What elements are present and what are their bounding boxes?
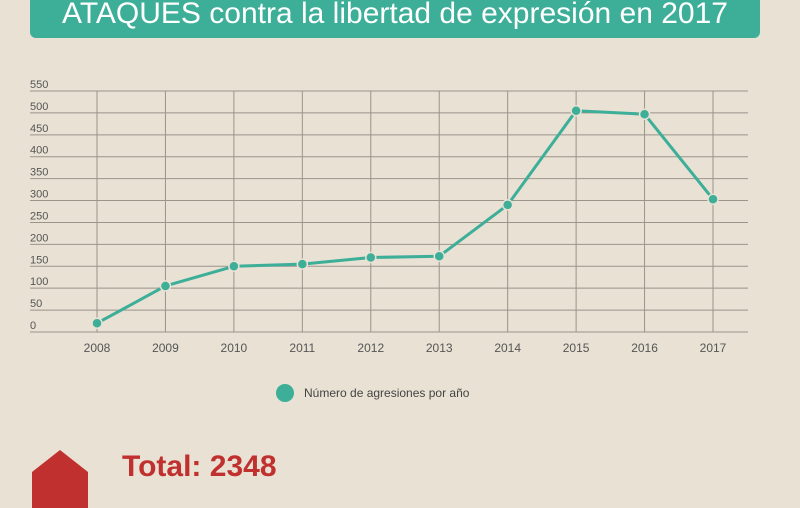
y-tick-label: 200 (30, 232, 48, 244)
y-tick-label: 0 (30, 320, 36, 332)
x-tick-label: 2017 (700, 341, 727, 355)
legend-label: Número de agresiones por año (304, 386, 470, 400)
y-tick-label: 250 (30, 210, 48, 222)
y-tick-label: 350 (30, 167, 48, 179)
title-banner: ATAQUES contra la libertad de expresión … (30, 0, 760, 38)
x-tick-label: 2009 (152, 341, 179, 355)
data-point (433, 250, 445, 262)
data-point (638, 108, 651, 120)
x-tick-label: 2012 (357, 341, 384, 355)
y-tick-label: 400 (30, 145, 48, 157)
x-tick-label: 2016 (631, 341, 658, 355)
line-chart: 0 50 100 150 200 250 300 350 400 450 500 550 2008 200… (30, 79, 748, 355)
x-tick-label: 2011 (289, 341, 315, 355)
x-tick-label: 2014 (494, 341, 521, 355)
x-tick-label: 2013 (426, 341, 453, 355)
y-tick-label: 500 (30, 101, 48, 113)
y-tick-label: 450 (30, 123, 48, 135)
chart-title: ATAQUES contra la libertad de expresión … (62, 0, 728, 30)
house-icon (32, 450, 88, 508)
data-point (296, 258, 309, 270)
data-point (501, 199, 514, 211)
legend: Número de agresiones por año (276, 384, 469, 402)
x-tick-label: 2010 (221, 341, 248, 355)
data-point (159, 280, 172, 292)
data-point (91, 317, 103, 329)
data-point (365, 251, 377, 264)
x-tick-label: 2008 (84, 341, 111, 355)
y-tick-label: 550 (30, 79, 48, 91)
total-label: Total: 2348 (122, 450, 277, 483)
y-tick-label: 50 (30, 298, 42, 310)
legend-marker-icon (276, 384, 294, 402)
x-tick-label: 2015 (563, 341, 590, 355)
data-point (228, 260, 240, 273)
y-tick-label: 300 (30, 189, 48, 201)
data-point (570, 104, 582, 117)
series-line (96, 109, 715, 325)
data-point (707, 193, 719, 205)
y-tick-label: 150 (30, 254, 48, 266)
y-tick-label: 100 (30, 276, 48, 288)
